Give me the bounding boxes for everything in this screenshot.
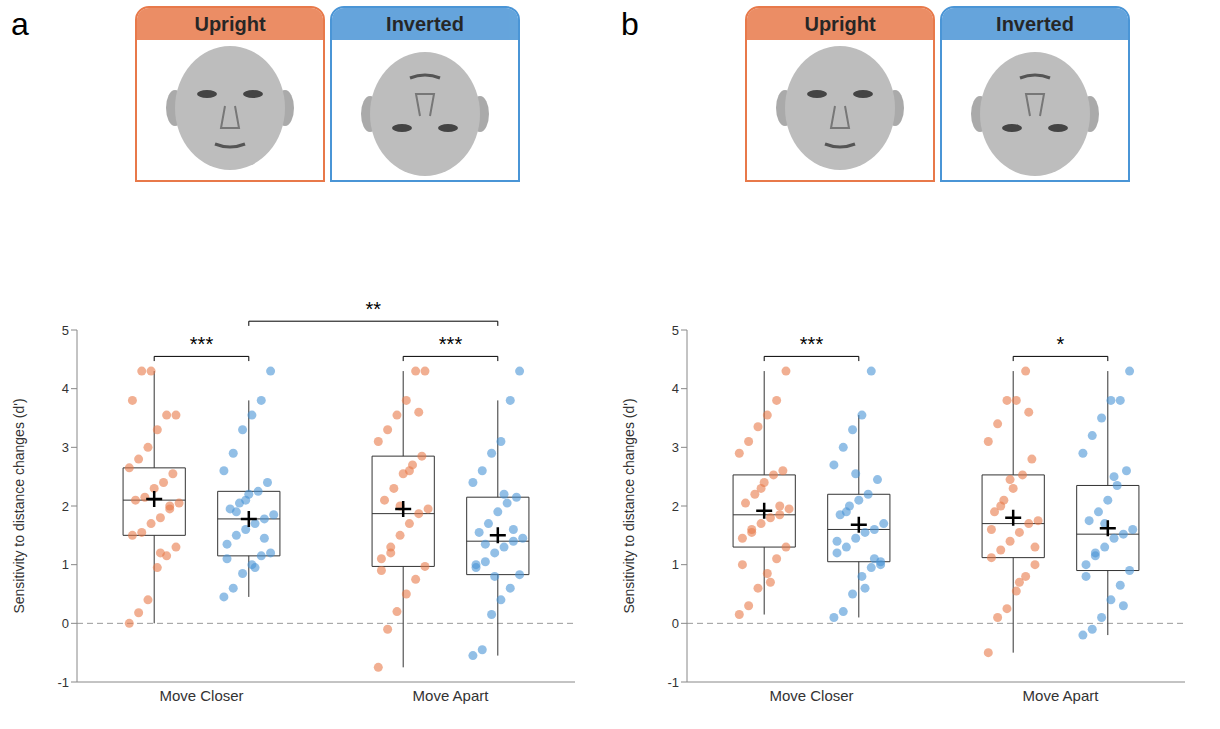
- html-text:b: b: [621, 6, 639, 42]
- svg-text:Move Closer: Move Closer: [769, 687, 853, 704]
- svg-text:5: 5: [672, 323, 679, 338]
- html-text:a: a: [11, 6, 29, 42]
- svg-text:Move Apart: Move Apart: [413, 687, 490, 704]
- svg-text:1: 1: [672, 557, 679, 572]
- svg-text:**: **: [366, 298, 382, 320]
- html-text:Inverted: Inverted: [386, 13, 464, 35]
- svg-text:5: 5: [62, 323, 69, 338]
- svg-text:4: 4: [672, 381, 679, 396]
- svg-text:0: 0: [672, 616, 679, 631]
- svg-text:3: 3: [672, 440, 679, 455]
- svg-text:-1: -1: [667, 675, 679, 690]
- html-text:Upright: Upright: [804, 13, 876, 35]
- svg-text:2: 2: [672, 499, 679, 514]
- svg-text:0: 0: [62, 616, 69, 631]
- svg-text:1: 1: [62, 557, 69, 572]
- svg-text:***: ***: [800, 333, 824, 355]
- svg-text:Move Closer: Move Closer: [159, 687, 243, 704]
- html-text:Upright: Upright: [194, 13, 266, 35]
- svg-text:4: 4: [62, 381, 69, 396]
- svg-text:Sensitivity to distance change: Sensitivity to distance changes (d'): [11, 398, 27, 613]
- svg-text:2: 2: [62, 499, 69, 514]
- html-text:Inverted: Inverted: [996, 13, 1074, 35]
- svg-text:Sensitivity to distance change: Sensitivity to distance changes (d'): [621, 398, 637, 613]
- svg-text:-1: -1: [57, 675, 69, 690]
- svg-text:Move Apart: Move Apart: [1023, 687, 1100, 704]
- svg-text:3: 3: [62, 440, 69, 455]
- svg-text:***: ***: [439, 333, 463, 355]
- svg-text:*: *: [1057, 333, 1065, 355]
- svg-text:***: ***: [190, 333, 214, 355]
